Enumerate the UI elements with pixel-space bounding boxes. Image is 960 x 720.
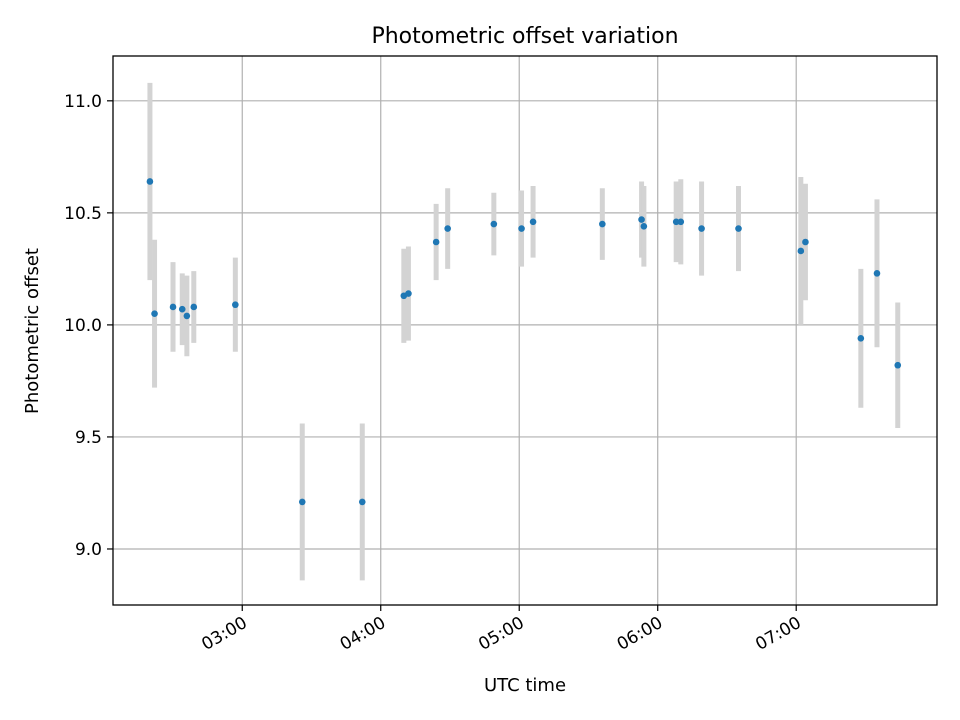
data-point <box>183 312 191 320</box>
data-point <box>677 218 685 226</box>
data-point <box>518 225 525 232</box>
data-point <box>298 498 306 506</box>
data-point <box>797 247 805 255</box>
y-tick-label: 9.5 <box>75 428 102 448</box>
data-point <box>873 270 881 277</box>
data-point <box>432 238 440 246</box>
data-point <box>698 225 705 232</box>
data-point <box>529 218 537 226</box>
x-tick-label: 04:00 <box>337 613 389 655</box>
data-point <box>894 361 902 369</box>
x-axis-label: UTC time <box>484 675 566 696</box>
data-points <box>146 178 902 506</box>
data-point <box>638 216 645 223</box>
data-point <box>178 305 186 313</box>
data-point <box>169 303 177 311</box>
y-tick-label: 10.0 <box>64 316 102 336</box>
data-point <box>190 303 198 311</box>
chart-title: Photometric offset variation <box>371 24 678 49</box>
axis-ticks: 03:00 04:00 05:00 06:00 07:00 9.0 9.5 10.0 10.5 1… <box>64 92 805 655</box>
data-point <box>640 223 648 230</box>
y-tick-label: 11.0 <box>64 92 102 112</box>
data-point <box>735 225 742 232</box>
data-point <box>146 178 154 185</box>
data-point <box>857 335 865 342</box>
data-point <box>405 290 412 297</box>
data-point <box>599 220 606 228</box>
x-tick-label: 07:00 <box>752 613 804 655</box>
y-axis-label: Photometric offset <box>22 248 43 414</box>
x-tick-label: 05:00 <box>475 613 527 655</box>
data-point <box>358 498 366 506</box>
x-tick-label: 03:00 <box>198 613 250 655</box>
data-point <box>802 238 809 246</box>
y-tick-label: 10.5 <box>64 204 102 224</box>
y-tick-label: 9.0 <box>75 540 102 560</box>
error-bars <box>147 82 901 581</box>
data-point <box>490 220 498 228</box>
plot-area-frame <box>112 55 938 606</box>
x-tick-label: 06:00 <box>614 613 666 655</box>
data-point <box>232 301 239 309</box>
data-point <box>444 225 451 232</box>
data-point <box>151 310 158 317</box>
data-point <box>672 218 680 226</box>
